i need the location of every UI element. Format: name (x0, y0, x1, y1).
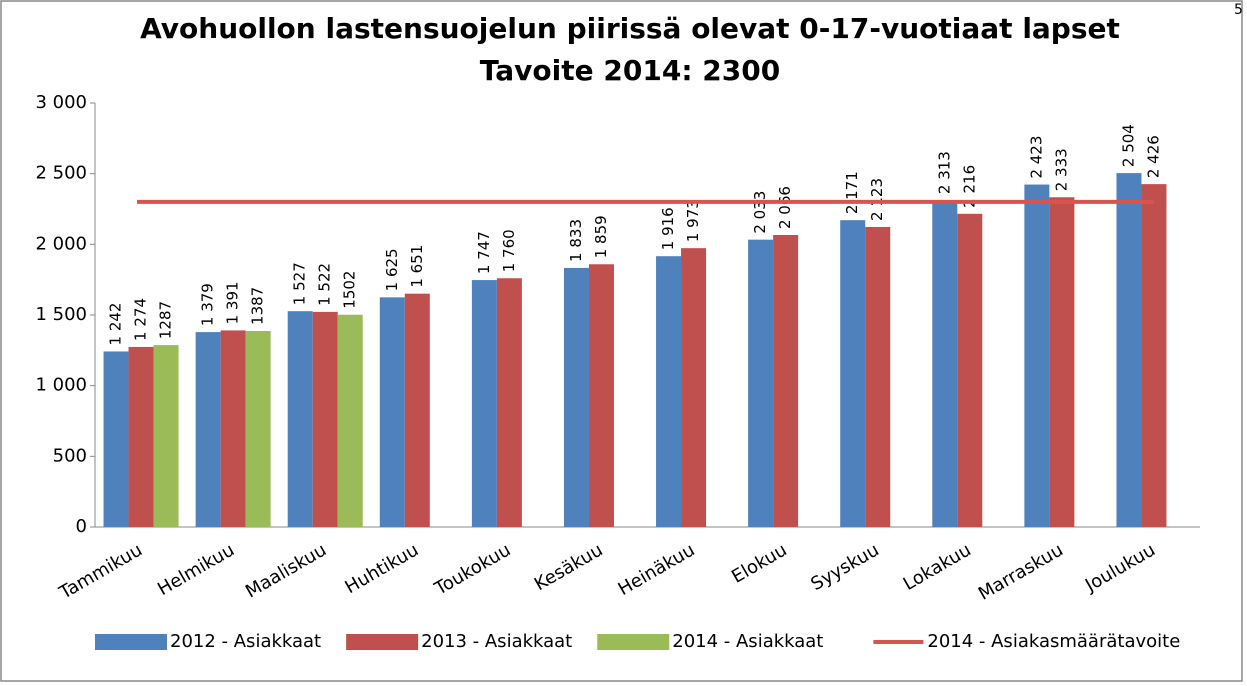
y-tick-label: 2 500 (35, 163, 87, 184)
value-label: 2 066 (776, 186, 794, 229)
chart-subtitle: Tavoite 2014: 2300 (480, 54, 780, 87)
x-tick-label: Tammikuu (55, 539, 146, 604)
x-tick-label: Marraskuu (975, 539, 1067, 604)
bar (588, 264, 614, 527)
page-number: 5 (1234, 2, 1243, 18)
value-label: 2 313 (935, 151, 953, 194)
bar (865, 226, 891, 527)
value-label: 1 916 (659, 207, 677, 250)
value-label: 2 171 (843, 171, 861, 214)
y-tick-label: 2 000 (35, 233, 87, 254)
legend-symbol (346, 634, 419, 650)
value-label: 1502 (341, 271, 359, 309)
legend-symbol (597, 634, 670, 650)
x-tick-label: Joulukuu (1081, 539, 1159, 596)
bar (1049, 197, 1075, 527)
y-tick-label: 500 (53, 445, 87, 466)
value-label: 2 216 (960, 165, 978, 208)
x-tick-label: Lokakuu (900, 539, 975, 594)
bar (1141, 184, 1167, 527)
bar (287, 311, 313, 527)
value-label: 1 274 (132, 298, 150, 341)
value-label: 2 504 (1119, 124, 1137, 167)
y-tick-label: 1 000 (35, 375, 87, 396)
bar (773, 235, 799, 527)
legend-symbol (95, 634, 167, 650)
value-label: 2 423 (1027, 136, 1045, 179)
value-label: 1 651 (408, 245, 426, 288)
value-label: 1 973 (684, 199, 702, 242)
x-tick-label: Maaliskuu (242, 539, 330, 602)
value-label: 2 333 (1052, 148, 1070, 191)
value-label: 1387 (249, 287, 267, 325)
value-label: 2 033 (751, 191, 769, 234)
bar (312, 311, 338, 527)
bar (195, 332, 221, 527)
x-tick-label: Heinäkuu (615, 539, 699, 600)
legend-label: 2012 - Asiakkaat (170, 631, 321, 652)
bar (103, 351, 129, 527)
bar (957, 213, 983, 527)
bar (220, 330, 246, 527)
bar (1024, 184, 1050, 528)
bar (404, 293, 430, 527)
bar (379, 297, 405, 527)
bar (748, 239, 774, 528)
bar (153, 345, 179, 527)
x-tick-label: Syyskuu (807, 539, 882, 595)
legend-label: 2014 - Asiakkaat (672, 631, 823, 652)
chart-title: Avohuollon lastensuojelun piirissä oleva… (140, 12, 1120, 45)
bar (128, 346, 154, 527)
x-tick-label: Huhtikuu (342, 539, 423, 598)
value-label: 1 522 (316, 263, 334, 306)
bar (932, 200, 958, 527)
value-label: 1 859 (592, 215, 610, 258)
y-tick-label: 1 500 (35, 304, 87, 325)
x-tick-label: Toukokuu (430, 539, 514, 600)
value-label: 1287 (157, 301, 175, 339)
legend-label: 2013 - Asiakkaat (421, 631, 572, 652)
x-tick-label: Kesäkuu (531, 539, 607, 595)
value-label: 1 625 (383, 248, 401, 291)
value-label: 1 391 (224, 281, 242, 324)
value-label: 1 379 (199, 283, 217, 326)
bar (1116, 173, 1142, 528)
y-tick-label: 3 000 (35, 92, 87, 113)
value-label: 1 242 (107, 303, 125, 346)
x-tick-label: Helmikuu (154, 539, 238, 600)
bar (496, 278, 522, 527)
bar (471, 280, 497, 527)
bar (681, 248, 707, 527)
bar (245, 330, 271, 527)
legend-label: 2014 - Asiakasmäärätavoite (927, 631, 1180, 652)
value-label: 1 760 (500, 229, 518, 272)
y-tick-label: 0 (76, 516, 87, 537)
value-label: 1 747 (475, 231, 493, 274)
value-label: 2 123 (868, 178, 886, 221)
bar (337, 314, 363, 527)
value-label: 1 833 (567, 219, 585, 262)
value-label: 1 527 (291, 262, 309, 305)
value-label: 2 426 (1144, 135, 1162, 178)
bar (563, 267, 589, 527)
bar (840, 220, 866, 527)
x-tick-label: Elokuu (728, 539, 791, 587)
bar (656, 256, 682, 527)
